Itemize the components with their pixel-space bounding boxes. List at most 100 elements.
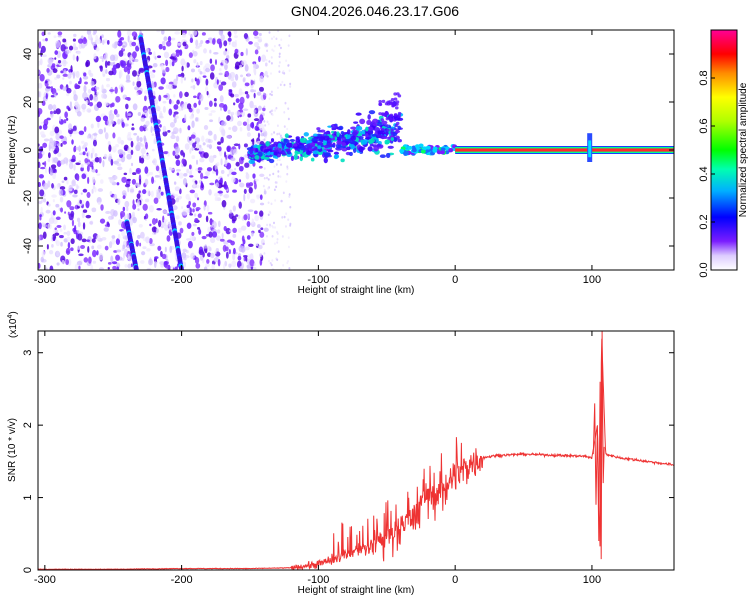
- spectrogram-noise-blob: [259, 231, 265, 238]
- spectrogram-noise-blob: [189, 170, 193, 176]
- spectrogram-noise-blob: [92, 260, 97, 264]
- spectrogram-noise-blob: [220, 34, 225, 41]
- spectrogram-noise-blob: [179, 227, 184, 234]
- spectrogram-noise-blob: [253, 67, 256, 74]
- spectrogram-noise-blob: [228, 249, 231, 255]
- spectrogram-noise-blob: [116, 158, 122, 162]
- spectrogram-noise-blob: [250, 89, 255, 93]
- spectrogram-noise-blob: [238, 201, 242, 209]
- spectrogram-noise-blob: [93, 53, 97, 60]
- spectrogram-noise-blob: [74, 83, 79, 90]
- spectrogram-fringe-blob: [287, 107, 290, 110]
- spectrogram-noise-blob: [233, 42, 238, 48]
- spectrogram-noise-blob: [234, 167, 237, 171]
- spectrogram-noise-blob: [252, 104, 257, 109]
- spectrogram-transition-blob: [411, 148, 417, 153]
- spectrogram-cluster-blob: [384, 139, 390, 145]
- spectrogram-noise-blob: [101, 34, 104, 39]
- spectrogram-noise-blob: [213, 97, 217, 102]
- spectrogram-cluster-blob: [317, 141, 324, 146]
- spectrogram-fringe-blob: [270, 56, 273, 59]
- spectrogram-noise-blob: [55, 133, 61, 141]
- snr-panel: -300 -200 -100 0 100 0 1 2 3 Height of straight …: [7, 311, 675, 596]
- spectrogram-transition-blob: [436, 150, 442, 155]
- spectrogram-fringe-blob: [269, 261, 272, 265]
- spectrogram-fringe-blob: [273, 131, 276, 134]
- spectrogram-noise-blob: [198, 147, 204, 152]
- spectrogram-noise-blob: [111, 261, 118, 265]
- spectrogram-noise-blob: [154, 56, 157, 60]
- spectrogram-cluster-blob: [358, 136, 364, 140]
- spectrogram-noise-blob: [110, 255, 114, 263]
- spectrogram-noise-blob: [123, 66, 128, 73]
- spectrogram-noise-blob: [200, 181, 203, 188]
- spectrogram-fringe-blob: [271, 235, 274, 238]
- spectrogram-noise-blob: [143, 135, 147, 142]
- spectrogram-noise-blob: [127, 35, 130, 43]
- spectrogram-noise-blob: [216, 79, 219, 85]
- spectrogram-noise-blob: [205, 215, 209, 223]
- spectrogram-fringe-blob: [280, 199, 283, 203]
- spectrogram-noise-blob: [84, 157, 89, 164]
- spectrogram-noise-blob: [91, 238, 96, 243]
- spectrogram-noise-blob: [205, 78, 209, 86]
- spectrogram-cluster-blob: [381, 120, 388, 125]
- spectrogram-cluster-blob: [376, 143, 381, 147]
- spectrogram-noise-blob: [203, 152, 209, 159]
- spectrogram-noise-blob: [95, 38, 102, 45]
- spectrogram-noise-blob: [254, 49, 259, 55]
- spectrogram-noise-blob: [69, 206, 75, 211]
- spectrogram-noise-blob: [126, 30, 132, 37]
- spectrogram-fringe-blob: [266, 75, 269, 78]
- spectrogram-fringe-blob: [265, 43, 268, 47]
- spectrogram-noise-blob: [145, 120, 150, 126]
- spectrogram-noise-blob: [246, 221, 251, 228]
- spectrogram-fringe-blob: [273, 165, 276, 168]
- spectrogram-noise-blob: [227, 37, 232, 42]
- spectrogram-noise-blob: [189, 207, 192, 214]
- spectrogram-cluster-blob: [265, 141, 270, 147]
- spectrogram-noise-blob: [114, 43, 118, 48]
- spectrogram-noise-blob: [175, 197, 180, 203]
- spectrogram-fringe-blob: [283, 83, 286, 87]
- spectrogram-noise-blob: [196, 159, 199, 165]
- spectrogram-noise-blob: [143, 90, 149, 95]
- spectrogram-plume-blob: [388, 116, 392, 120]
- spectrogram-cluster-blob: [293, 154, 298, 160]
- spectrogram-noise-blob: [165, 212, 169, 215]
- spectrogram-noise-blob: [49, 110, 53, 115]
- spectrogram-noise-blob: [203, 125, 209, 130]
- spectrogram-cluster-blob: [270, 151, 275, 155]
- spectrogram-noise-blob: [132, 103, 138, 111]
- snr-xtick-label: -200: [171, 574, 193, 586]
- spectrogram-noise-blob: [238, 179, 242, 183]
- spectrogram-noise-blob: [43, 198, 47, 203]
- spectrogram-noise-blob: [113, 211, 117, 215]
- spectrogram-noise-blob: [47, 203, 51, 207]
- spectrogram-noise-blob: [174, 154, 180, 159]
- spectrogram-noise-blob: [245, 63, 249, 71]
- spectrogram-transition-blob: [407, 145, 413, 150]
- spectrogram-noise-blob: [253, 30, 259, 36]
- spectrogram-noise-blob: [208, 155, 215, 163]
- spectrogram-noise-blob: [169, 121, 175, 128]
- spectrogram-noise-blob: [224, 246, 229, 252]
- spectrogram-noise-blob: [40, 166, 46, 170]
- spectrogram-noise-blob: [207, 130, 213, 136]
- spectrogram-noise-blob: [248, 186, 253, 194]
- spectrogram-noise-blob: [130, 263, 133, 268]
- spectrogram-noise-blob: [242, 121, 248, 126]
- spectrogram-cluster-blob: [340, 130, 345, 135]
- spectrogram-noise-blob: [159, 124, 162, 128]
- spectrogram-fringe-blob: [276, 258, 279, 262]
- spectrogram-noise-blob: [51, 182, 54, 189]
- spectrogram-noise-blob: [207, 211, 213, 215]
- spectrogram-noise-blob: [66, 87, 72, 94]
- spectrogram-noise-blob: [117, 166, 123, 171]
- spectrogram-plume-blob: [393, 92, 397, 96]
- spectrogram-fringe-blob: [286, 127, 289, 131]
- spectrogram-tone-core: [455, 148, 674, 152]
- spectrogram-noise-blob: [182, 178, 188, 186]
- spectrogram-noise-blob: [151, 80, 154, 88]
- spectrogram-noise-blob: [189, 148, 192, 154]
